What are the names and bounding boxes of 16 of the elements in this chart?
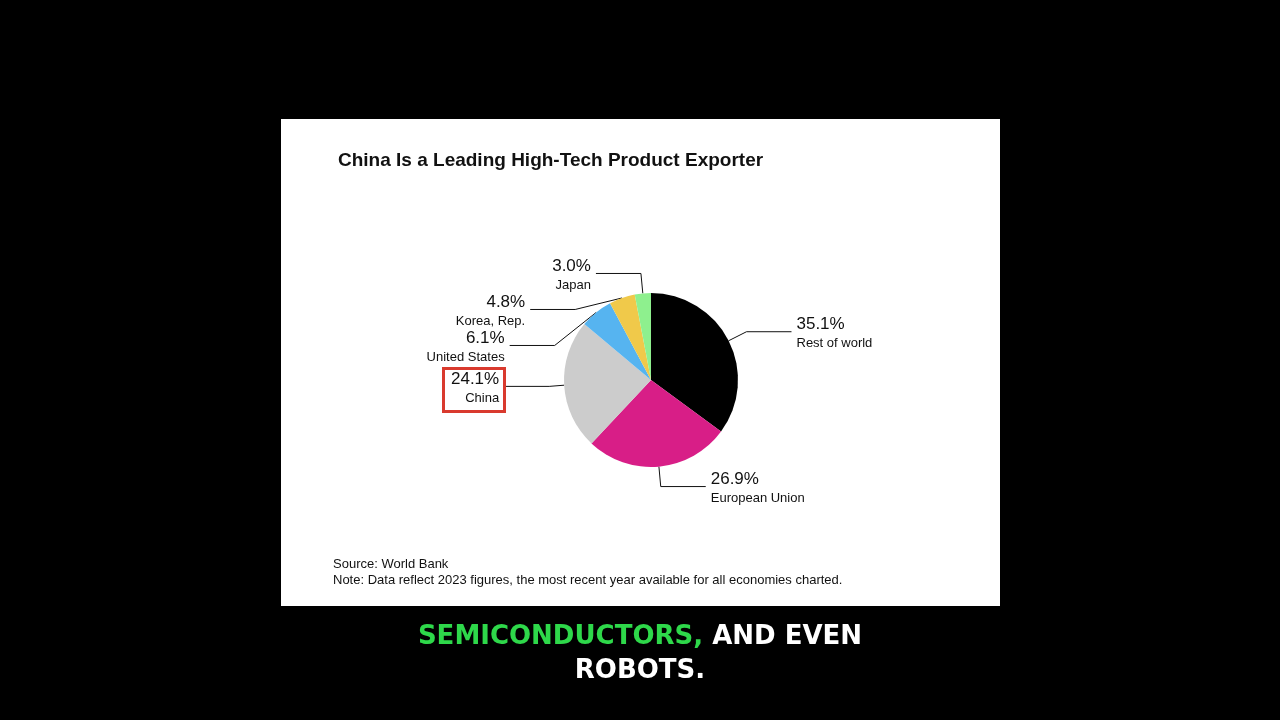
text: SEMICONDUCTORS, AND EVEN ROBOTS.: [416, 619, 864, 686]
data-label: 26.9%: [710, 469, 759, 489]
slice-label: Korea, Rep.: [455, 312, 526, 328]
data-label: 4.8%: [486, 291, 526, 311]
slice-label: United States: [426, 348, 506, 364]
chart-title: China Is a Leading High-Tech Product Exporter: [338, 149, 764, 170]
data-label: 24.1%: [450, 368, 500, 388]
data-label: 35.1%: [796, 314, 845, 334]
slice-label: Japan: [555, 276, 591, 292]
slice-label: Rest of world: [796, 335, 873, 351]
slice-label: European Union: [710, 490, 805, 506]
text: Note: Data reflect 2023 figures, the most recent year available for all economies charted.: [333, 572, 843, 587]
data-label: 3.0%: [552, 255, 591, 275]
source-note: Source: World Bank: [333, 556, 449, 571]
data-label: 6.1%: [465, 327, 505, 347]
slice-label: China: [465, 389, 500, 405]
